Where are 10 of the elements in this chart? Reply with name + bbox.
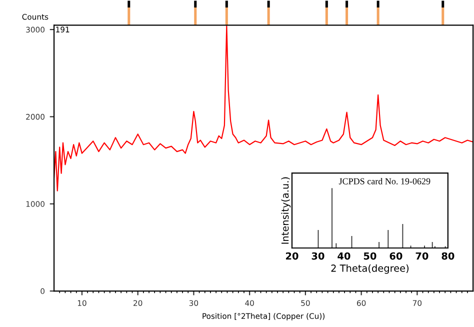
annotation: JCPDS card No. 19-0629 <box>338 178 430 184</box>
x-tick-label: 40 <box>338 252 350 260</box>
x-tick-label: 60 <box>390 252 402 260</box>
x-axis-title: 2 Theta(degree) <box>331 264 409 274</box>
x-tick-label: 20 <box>286 252 298 260</box>
x-tick-label: 30 <box>312 252 324 260</box>
x-tick-label: 80 <box>442 252 454 260</box>
x-tick-label: 70 <box>416 252 428 260</box>
y-axis-title: Intensity(a.u.) <box>281 177 291 244</box>
x-tick-label: 50 <box>364 252 376 260</box>
